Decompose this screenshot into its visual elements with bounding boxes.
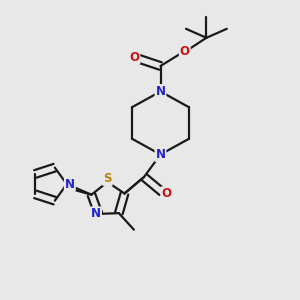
- Text: N: N: [91, 207, 101, 220]
- Text: O: O: [129, 50, 140, 64]
- Text: O: O: [161, 187, 172, 200]
- Text: N: N: [155, 85, 166, 98]
- Text: N: N: [155, 148, 166, 161]
- Text: S: S: [103, 172, 112, 185]
- Text: N: N: [65, 178, 75, 191]
- Text: O: O: [180, 45, 190, 58]
